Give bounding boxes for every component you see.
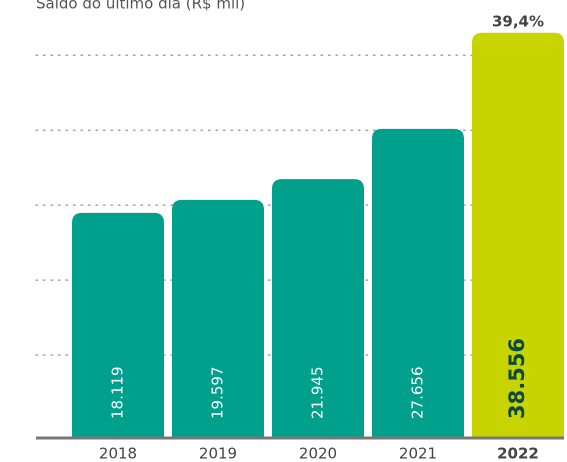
value-label: 27.656 <box>409 367 427 420</box>
bar <box>472 32 564 437</box>
x-tick-label: 2022 <box>497 445 539 462</box>
annotation: 39,4% <box>492 13 544 31</box>
bar <box>372 128 464 437</box>
x-tick-label: 2018 <box>99 445 137 462</box>
value-label: 21.945 <box>309 367 327 420</box>
x-tick-label: 2020 <box>299 445 337 462</box>
x-tick-label: 2021 <box>399 445 437 462</box>
chart-title: Saldo do último dia (R$ mil) <box>36 0 245 13</box>
bar <box>172 199 264 437</box>
x-tick-label: 2019 <box>199 445 237 462</box>
bar <box>72 212 164 437</box>
value-label: 19.597 <box>209 367 227 420</box>
value-label: 38.556 <box>505 338 529 419</box>
bar <box>272 179 364 437</box>
value-label: 18.119 <box>109 367 127 420</box>
